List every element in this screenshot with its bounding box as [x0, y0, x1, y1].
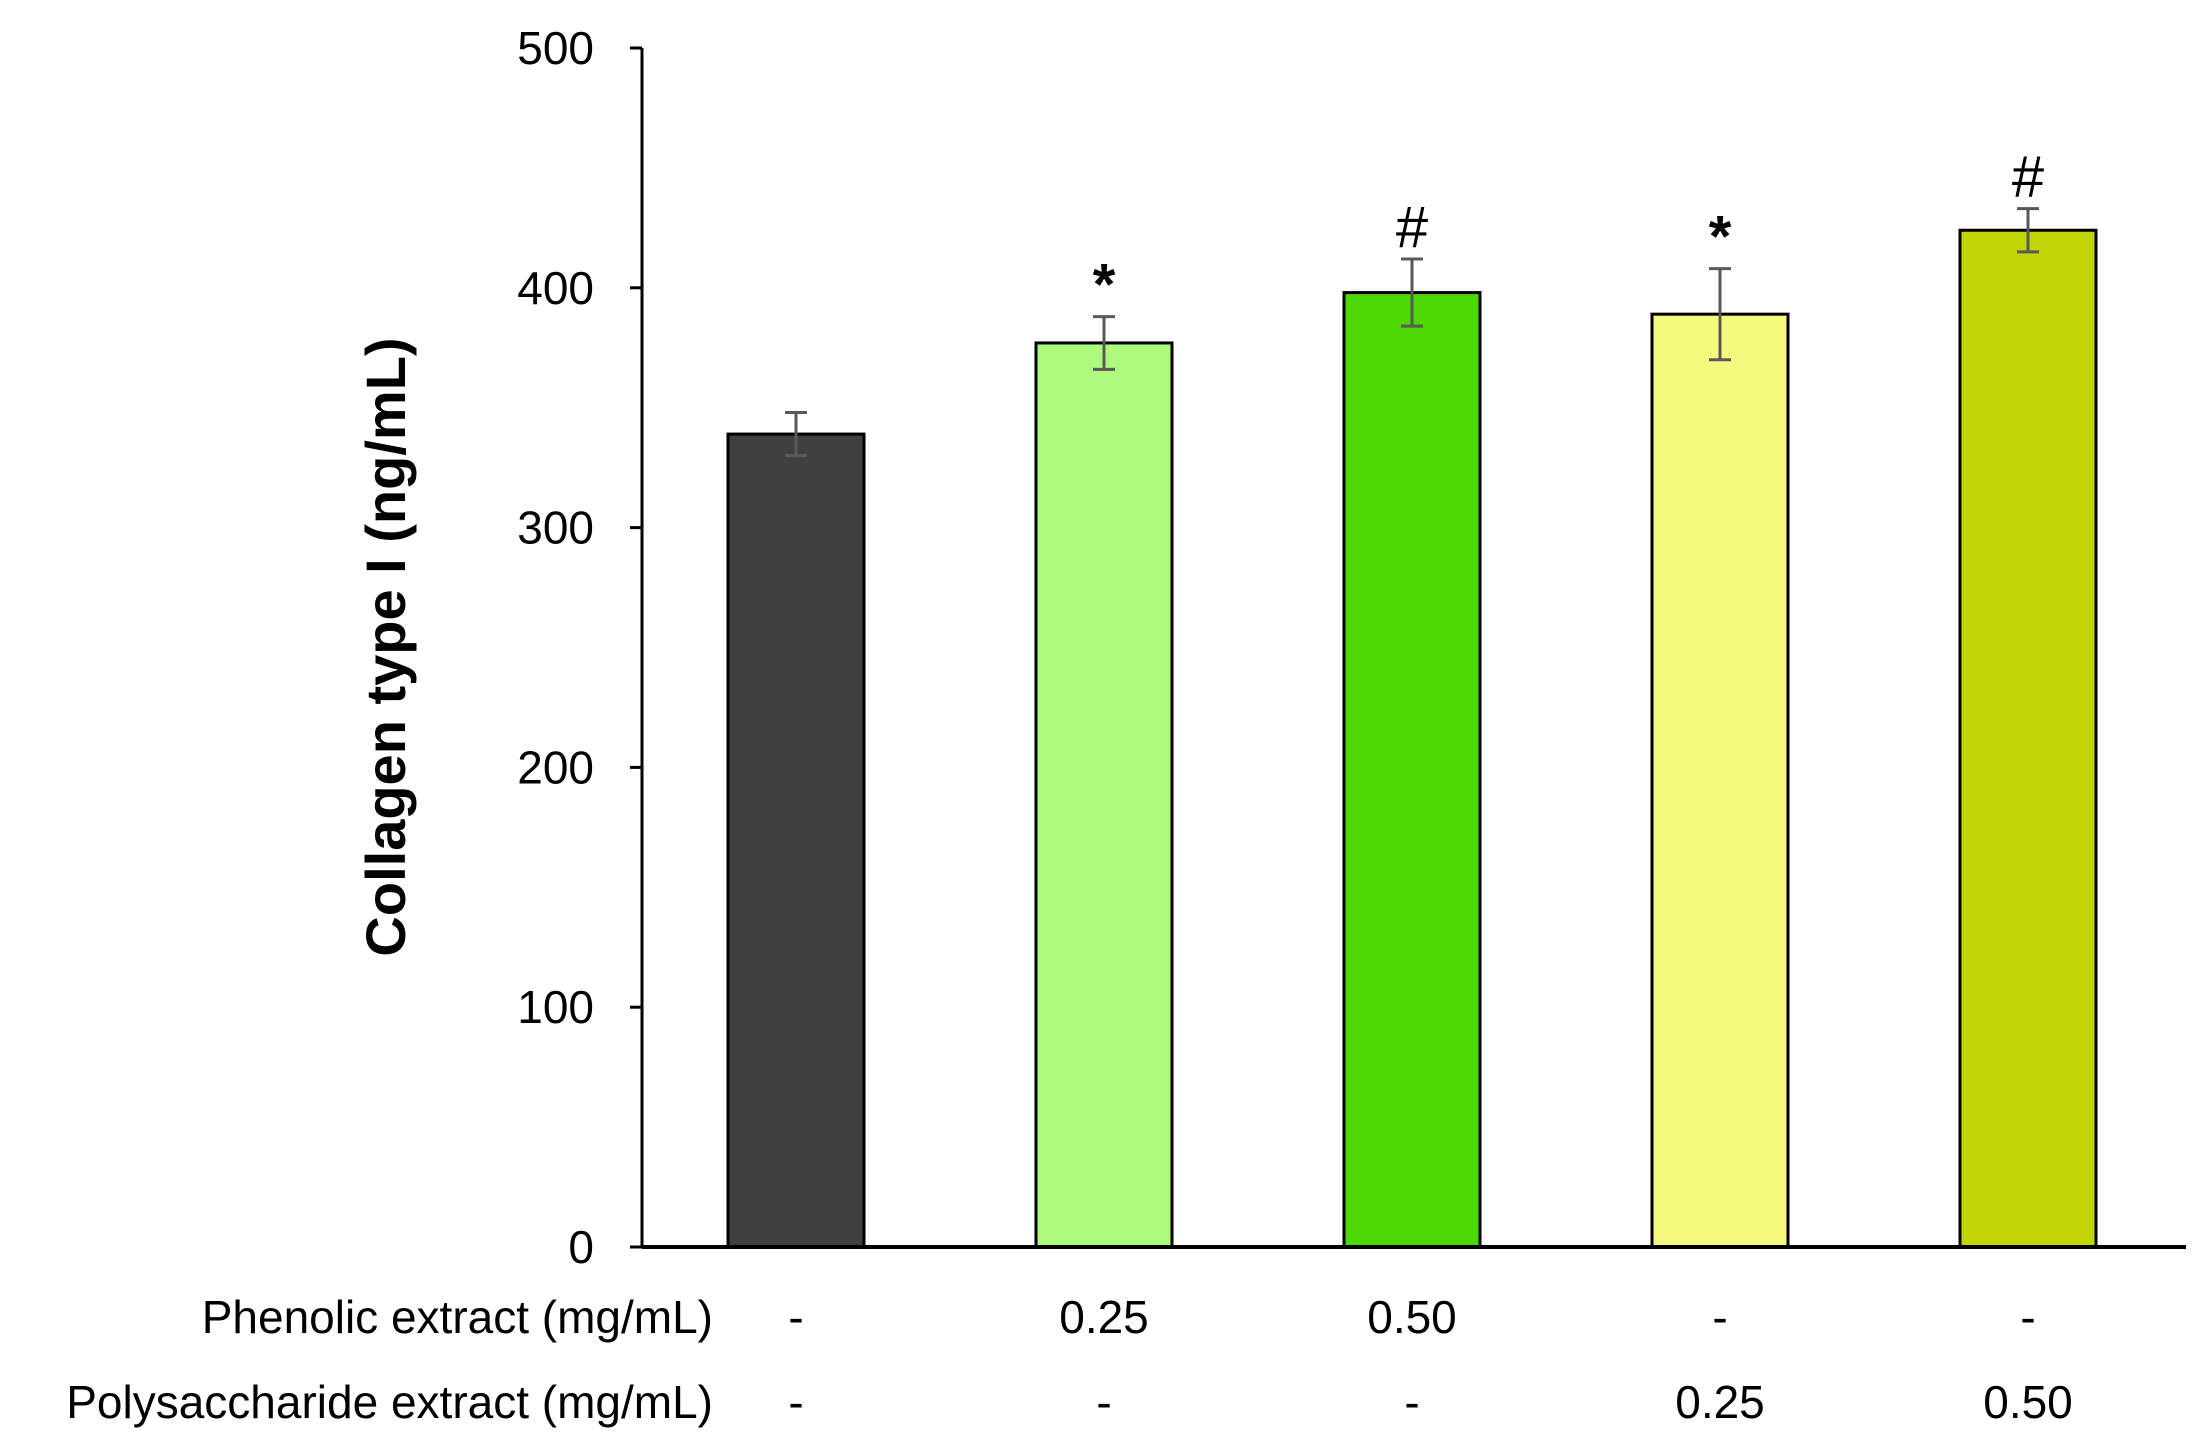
- row-2-value-5: 0.50: [1983, 1376, 2073, 1428]
- row-label-polysaccharide: Polysaccharide extract (mg/mL): [66, 1376, 713, 1428]
- row-2-value-1: -: [788, 1376, 803, 1428]
- bar-2: [1034, 341, 1174, 1249]
- row-2-value-3: -: [1404, 1376, 1419, 1428]
- y-tick-label-200: 200: [517, 741, 594, 793]
- bar-1: [726, 432, 866, 1249]
- significance-layer: * # * #: [1093, 145, 2044, 318]
- y-ticks-layer: 0 100 200 300 400 500: [517, 22, 642, 1273]
- y-tick-label-400: 400: [517, 262, 594, 314]
- bars-layer: [726, 228, 2098, 1249]
- row-1-value-5: -: [2020, 1291, 2035, 1343]
- bar-4: [1650, 312, 1790, 1249]
- significance-hash-5: #: [2012, 145, 2044, 210]
- treatment-rows-layer: - - 0.25 - 0.50 - - 0.25 - 0.50: [788, 1291, 2072, 1428]
- row-2-value-4: 0.25: [1675, 1376, 1765, 1428]
- row-2-value-2: -: [1096, 1376, 1111, 1428]
- bar-3: [1342, 291, 1482, 1249]
- y-tick-label-0: 0: [568, 1221, 594, 1273]
- y-tick-label-100: 100: [517, 981, 594, 1033]
- y-axis-label: Collagen type I (ng/mL): [354, 337, 417, 956]
- row-label-phenolic: Phenolic extract (mg/mL): [202, 1291, 713, 1343]
- row-1-value-1: -: [788, 1291, 803, 1343]
- row-1-value-2: 0.25: [1059, 1291, 1149, 1343]
- row-1-value-4: -: [1712, 1291, 1727, 1343]
- y-tick-label-300: 300: [517, 502, 594, 554]
- significance-asterisk-2: *: [1093, 253, 1116, 318]
- row-1-value-3: 0.50: [1367, 1291, 1457, 1343]
- significance-asterisk-4: *: [1709, 205, 1732, 270]
- error-bars-layer: [785, 207, 2039, 458]
- y-tick-label-500: 500: [517, 22, 594, 74]
- significance-hash-3: #: [1396, 195, 1428, 260]
- bar-5: [1958, 228, 2098, 1249]
